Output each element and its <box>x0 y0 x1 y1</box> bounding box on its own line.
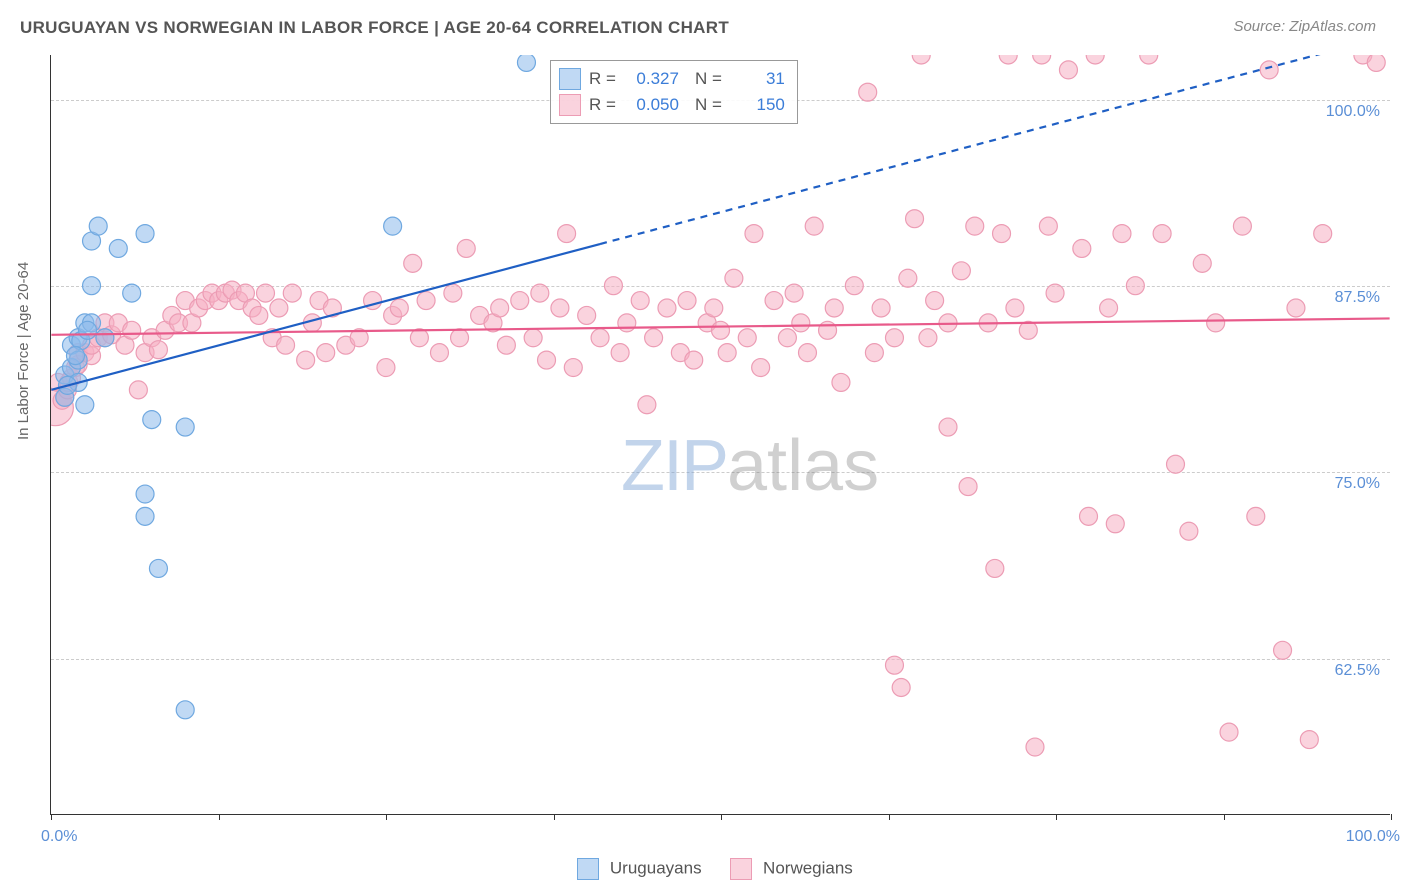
plot-area: ZIPatlas 62.5%75.0%87.5%100.0% 0.0% 100.… <box>50 55 1390 815</box>
trend-lines-layer <box>51 55 1390 814</box>
legend-r-value-1: 0.327 <box>624 69 679 89</box>
legend-r-label-1: R = <box>589 69 616 89</box>
correlation-legend: R = 0.327 N = 31 R = 0.050 N = 150 <box>550 60 798 124</box>
trend-line <box>51 318 1389 334</box>
legend-swatch-series1 <box>559 68 581 90</box>
legend-n-value-1: 31 <box>730 69 785 89</box>
legend-row-series1: R = 0.327 N = 31 <box>559 66 785 92</box>
legend-n-value-2: 150 <box>730 95 785 115</box>
bottom-swatch-series1 <box>577 858 599 880</box>
bottom-swatch-series2 <box>730 858 752 880</box>
bottom-legend: Uruguayans Norwegians <box>0 858 1406 880</box>
legend-r-label-2: R = <box>589 95 616 115</box>
x-axis-end-label: 100.0% <box>1346 828 1400 846</box>
chart-title: URUGUAYAN VS NORWEGIAN IN LABOR FORCE | … <box>20 18 729 38</box>
bottom-label-series2: Norwegians <box>763 858 853 877</box>
legend-n-label-2: N = <box>695 95 722 115</box>
y-axis-label: In Labor Force | Age 20-64 <box>15 262 32 440</box>
legend-n-label-1: N = <box>695 69 722 89</box>
x-tick <box>889 814 890 820</box>
x-tick <box>386 814 387 820</box>
bottom-label-series1: Uruguayans <box>610 858 702 877</box>
x-tick <box>219 814 220 820</box>
x-tick <box>721 814 722 820</box>
x-tick <box>1391 814 1392 820</box>
legend-swatch-series2 <box>559 94 581 116</box>
legend-row-series2: R = 0.050 N = 150 <box>559 92 785 118</box>
legend-r-value-2: 0.050 <box>624 95 679 115</box>
x-axis-start-label: 0.0% <box>41 828 77 846</box>
x-tick <box>1224 814 1225 820</box>
x-tick <box>51 814 52 820</box>
x-tick <box>1056 814 1057 820</box>
trend-line <box>51 244 600 390</box>
x-tick <box>554 814 555 820</box>
source-attribution: Source: ZipAtlas.com <box>1233 18 1376 35</box>
